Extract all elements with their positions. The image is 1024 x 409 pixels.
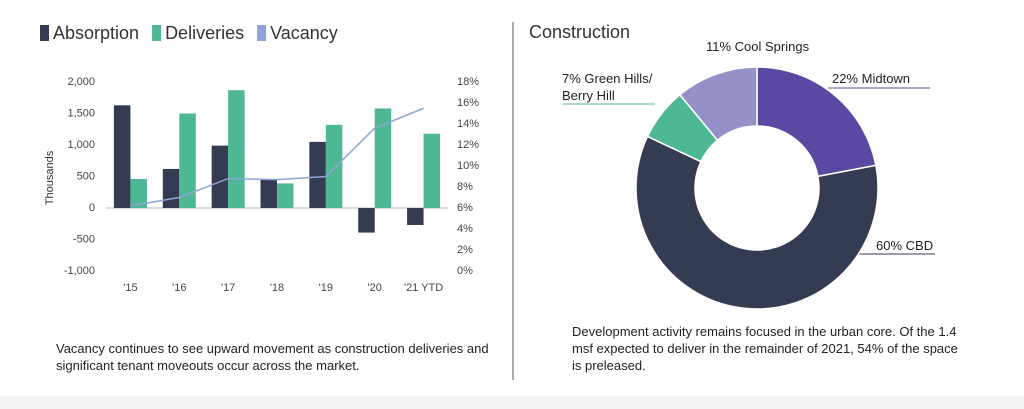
slice-label: 7% Green Hills/ Berry Hill [562, 71, 653, 103]
x-tick-label: '18 [270, 282, 284, 294]
legend-swatch [257, 25, 267, 41]
bar [130, 179, 147, 208]
vacancy-line [130, 107, 424, 207]
bar [228, 90, 245, 208]
y-tick-label: 500 [77, 170, 95, 182]
chart-title: Construction [529, 22, 630, 42]
y2-tick-label: 2% [457, 244, 473, 256]
y-tick-label: -500 [73, 233, 95, 245]
x-tick-label: '21 YTD [404, 282, 443, 294]
donut-slice [756, 66, 877, 178]
x-tick-label: '17 [221, 282, 235, 294]
y2-tick-label: 8% [457, 181, 473, 193]
y-tick-label: 1,000 [67, 139, 95, 151]
slice-label: 11% Cool Springs [706, 39, 810, 54]
slice-label: 22% Midtown [832, 71, 911, 86]
caption: Vacancy continues to see upward movement… [56, 341, 489, 373]
legend-label: Vacancy [270, 23, 338, 43]
y-tick-label: 2,000 [67, 76, 95, 88]
y2-tick-label: 10% [457, 160, 479, 172]
bar [407, 208, 424, 226]
donut-slice [678, 66, 758, 142]
x-tick-label: '19 [319, 282, 333, 294]
caption: Development activity remains focused in … [572, 324, 958, 373]
footer-strip [0, 396, 1024, 409]
bar [113, 105, 131, 208]
y-tick-label: -1,000 [64, 265, 95, 277]
bar [358, 208, 375, 233]
bar [374, 108, 392, 208]
y-axis-label: Thousands [44, 150, 56, 205]
legend-label: Absorption [53, 23, 139, 43]
legend-swatch [40, 25, 49, 41]
bar [277, 183, 294, 208]
y2-tick-label: 0% [457, 265, 473, 277]
x-tick-label: '16 [172, 282, 186, 294]
y2-tick-label: 6% [457, 202, 473, 214]
slice-label: 60% CBD [876, 238, 934, 253]
y2-tick-label: 18% [457, 76, 479, 88]
legend-label: Deliveries [165, 23, 244, 43]
x-tick-label: '20 [368, 282, 382, 294]
legend-swatch [152, 25, 162, 41]
donut-slice [635, 135, 879, 310]
x-tick-label: '15 [123, 282, 137, 294]
bar [162, 168, 180, 208]
y2-tick-label: 12% [457, 139, 479, 151]
bar [179, 113, 196, 208]
y2-tick-label: 4% [457, 223, 473, 235]
bar [260, 179, 277, 208]
y-tick-label: 1,500 [67, 107, 95, 119]
y-tick-label: 0 [89, 202, 95, 214]
bar [423, 133, 441, 208]
bar [309, 141, 326, 208]
y2-tick-label: 16% [457, 97, 479, 109]
y2-tick-label: 14% [457, 118, 479, 130]
bar [211, 145, 229, 208]
bar [325, 124, 343, 208]
